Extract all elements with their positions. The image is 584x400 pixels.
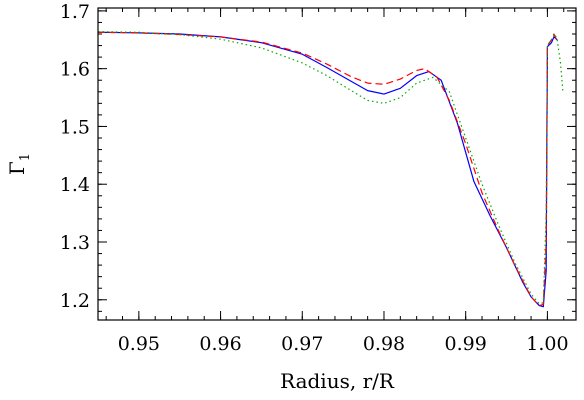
x-tick-label: 0.96 xyxy=(199,333,241,355)
y-tick-label: 1.3 xyxy=(60,232,90,254)
y-axis-title-subscript: 1 xyxy=(18,153,33,161)
series-line-solid xyxy=(98,31,558,308)
x-tick-label: 0.97 xyxy=(281,333,323,355)
x-tick-label: 1.00 xyxy=(526,333,568,355)
y-tick-label: 1.5 xyxy=(60,116,90,138)
y-tick-label: 1.4 xyxy=(60,174,90,196)
y-tick-label: 1.7 xyxy=(60,1,90,23)
y-axis-title: Γ1 xyxy=(5,153,33,175)
series-line-dotted xyxy=(98,31,564,305)
x-tick-label: 0.95 xyxy=(118,333,160,355)
y-tick-label: 1.2 xyxy=(60,290,90,312)
x-tick-label: 0.98 xyxy=(363,333,405,355)
y-axis-title-symbol: Γ xyxy=(5,161,29,175)
plot-frame xyxy=(97,7,577,321)
x-axis-title: Radius, r/R xyxy=(280,369,395,393)
series-line-dashed xyxy=(98,31,558,307)
ticks-layer xyxy=(98,8,576,320)
x-tick-label: 0.99 xyxy=(445,333,487,355)
series-layer xyxy=(98,31,564,308)
y-tick-label: 1.6 xyxy=(60,59,90,81)
labels-layer: 0.95 0.96 0.97 0.98 0.99 1.00 1.2 1.3 1.4 1.5 1.6 1… xyxy=(60,1,569,355)
